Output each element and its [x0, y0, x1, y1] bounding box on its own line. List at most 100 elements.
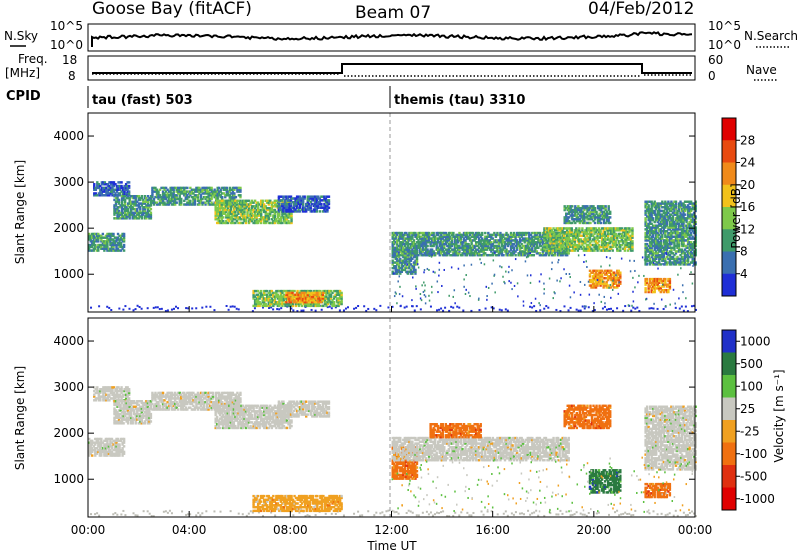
scatter-cell: [592, 214, 595, 217]
scatter-cell: [599, 230, 602, 234]
scatter-cell: [225, 221, 228, 225]
scatter-cell: [566, 208, 569, 212]
scatter-cell: [122, 207, 125, 211]
scatter-cell: [88, 234, 91, 238]
scatter-cell: [552, 241, 555, 245]
scatter-cell: [123, 190, 126, 193]
scatter-cell: [253, 205, 257, 208]
scatter-cell: [579, 234, 583, 238]
scatter-cell: [255, 219, 258, 223]
scatter-cell: [316, 302, 319, 306]
scatter-cell: [402, 250, 405, 253]
scatter-cell: [465, 242, 469, 246]
scatter-cell: [602, 282, 605, 285]
scatter-cell: [435, 252, 438, 255]
scatter-cell: [429, 305, 432, 308]
scatter-cell: [264, 293, 267, 297]
scatter-cell: [394, 270, 397, 273]
scatter-cell: [243, 206, 246, 210]
scatter-cell: [113, 243, 117, 247]
scatter-cell: [529, 239, 532, 242]
scatter-cell: [126, 186, 129, 190]
scatter-cell: [120, 209, 124, 213]
scatter-cell: [453, 253, 457, 257]
scatter-cell: [122, 194, 125, 198]
scatter-cell: [300, 289, 304, 293]
scatter-cell: [264, 218, 267, 221]
scatter-cell: [103, 243, 106, 247]
scatter-cell: [219, 199, 222, 203]
scatter-cell: [458, 252, 461, 255]
scatter-cell: [391, 266, 394, 270]
scatter-cell: [591, 286, 595, 289]
scatter-cell: [158, 194, 162, 197]
scatter-cell: [214, 212, 217, 215]
scatter-cell: [652, 226, 655, 229]
scatter-cell: [301, 206, 305, 209]
scatter-cell: [288, 204, 291, 208]
scatter-cell: [217, 219, 220, 223]
scatter-cell: [506, 253, 510, 257]
scatter-cell: [310, 308, 313, 311]
scatter-cell: [584, 206, 588, 210]
scatter-cell: [647, 230, 650, 233]
scatter-cell: [113, 194, 116, 198]
scatter-cell: [261, 208, 264, 212]
scatter-cell: [310, 289, 313, 293]
scatter-cell: [572, 245, 575, 249]
scatter-cell: [590, 234, 593, 238]
scatter-cell: [586, 216, 589, 219]
scatter-cell: [288, 293, 291, 297]
scatter-cell: [405, 250, 408, 253]
scatter-cell: [611, 232, 614, 236]
scatter-cell: [406, 241, 410, 244]
scatter-cell: [544, 236, 548, 239]
scatter-cell: [602, 241, 605, 245]
scatter-cell: [244, 216, 248, 219]
scatter-cell: [494, 253, 498, 257]
scatter-cell: [585, 249, 589, 252]
scatter-cell: [546, 252, 549, 255]
scatter-cell: [477, 246, 481, 250]
scatter-cell: [338, 293, 342, 297]
scatter-cell: [652, 250, 655, 253]
scatter-cell: [259, 214, 263, 217]
scatter-cell: [379, 304, 382, 307]
scatter-cell: [335, 289, 339, 293]
scatter-cell: [561, 232, 564, 236]
scatter-cell: [397, 255, 400, 259]
scatter-cell: [421, 231, 425, 235]
scatter-cell: [103, 188, 107, 191]
scatter-cell: [298, 297, 302, 300]
scatter-cell: [588, 269, 592, 273]
scatter-cell: [606, 241, 610, 245]
scatter-cell: [555, 241, 558, 245]
scatter-cell: [318, 297, 322, 300]
scatter-cell: [547, 238, 551, 241]
scatter-cell: [256, 203, 260, 206]
scatter-cell: [591, 276, 595, 280]
scatter-cell: [243, 212, 246, 215]
scatter-cell: [464, 239, 467, 242]
scatter-cell: [589, 210, 592, 214]
scatter-cell: [435, 237, 438, 240]
scatter-cell: [234, 206, 237, 210]
scatter-cell: [309, 204, 312, 208]
scatter-cell: [647, 226, 650, 229]
scatter-cell: [648, 237, 652, 240]
scatter-cell: [222, 192, 225, 195]
scatter-cell: [329, 293, 333, 297]
scatter-cell: [650, 255, 653, 259]
scatter-cell: [411, 253, 414, 257]
scatter-cell: [418, 241, 422, 244]
scatter-cell: [622, 230, 625, 234]
scatter-cell: [228, 197, 232, 201]
scatter-cell: [278, 304, 281, 308]
scatter-cell: [583, 214, 586, 217]
scatter-cell: [658, 241, 661, 244]
scatter-cell: [680, 305, 683, 308]
scatter-cell: [565, 219, 568, 223]
scatter-cell: [408, 263, 411, 266]
scatter-cell: [456, 233, 460, 237]
scatter-cell: [619, 273, 622, 276]
